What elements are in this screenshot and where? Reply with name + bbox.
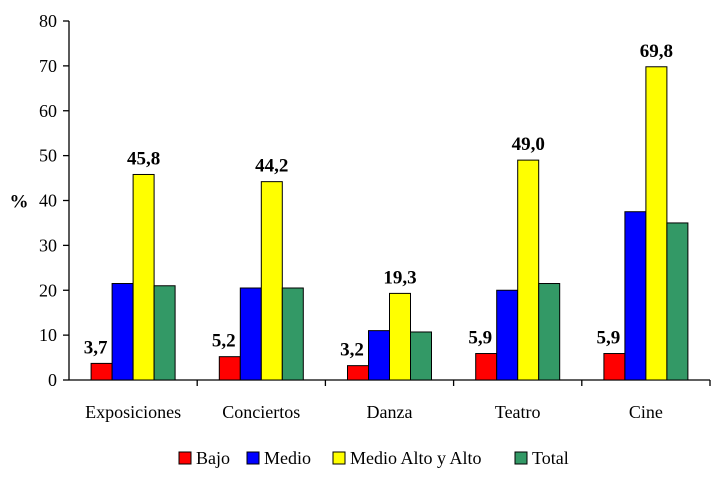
bar-bajo xyxy=(475,353,498,381)
y-tick-label: 70 xyxy=(39,56,57,76)
bar-total xyxy=(538,283,561,381)
x-category-label: Exposiciones xyxy=(85,402,181,422)
legend-label: Medio Alto y Alto xyxy=(350,448,482,468)
bar-total xyxy=(153,285,176,381)
bar-bajo xyxy=(218,356,241,381)
bar-medio xyxy=(496,289,519,381)
legend-label: Bajo xyxy=(196,448,230,468)
y-tick-label: 30 xyxy=(39,235,57,255)
data-label: 69,8 xyxy=(640,41,673,62)
bar-medio-alto-y-alto xyxy=(389,292,411,381)
y-tick-label: 80 xyxy=(39,11,57,31)
data-label: 19,3 xyxy=(383,267,416,288)
legend-swatch-bajo xyxy=(178,451,192,465)
legend-label: Total xyxy=(532,448,569,468)
bar-medio xyxy=(624,211,647,381)
data-label: 5,9 xyxy=(468,328,492,349)
bar-bajo xyxy=(347,365,369,381)
bar-medio xyxy=(239,287,262,381)
data-label: 45,8 xyxy=(127,148,160,169)
data-label: 49,0 xyxy=(512,134,545,155)
x-category-label: Conciertos xyxy=(222,402,300,422)
bar-medio-alto-y-alto xyxy=(132,173,155,381)
bar-medio xyxy=(368,330,390,381)
y-tick-label: 10 xyxy=(39,325,57,345)
bar-medio-alto-y-alto xyxy=(517,159,540,381)
bar-medio-alto-y-alto xyxy=(260,181,283,381)
y-tick-label: 60 xyxy=(39,101,57,121)
data-label: 44,2 xyxy=(255,156,288,177)
x-category-label: Cine xyxy=(629,402,663,422)
bar-bajo xyxy=(603,353,626,381)
bar-bajo xyxy=(90,362,113,381)
bar-medio-alto-y-alto xyxy=(645,66,668,381)
y-axis-title: % xyxy=(10,192,29,213)
y-tick-label: 40 xyxy=(39,191,57,211)
data-label: 3,7 xyxy=(84,337,108,358)
x-category-label: Teatro xyxy=(495,402,541,422)
legend-label: Medio xyxy=(264,448,311,468)
bar-total xyxy=(666,222,689,381)
legend-swatch-medio-alto-y-alto xyxy=(332,451,346,465)
legend-swatch-medio xyxy=(246,451,260,465)
y-tick-label: 50 xyxy=(39,146,57,166)
x-category-label: Danza xyxy=(367,402,413,422)
data-label: 5,9 xyxy=(597,328,621,349)
legend-swatch-total xyxy=(514,451,528,465)
bar-total xyxy=(281,287,304,381)
data-label: 5,2 xyxy=(212,331,236,352)
y-tick-label: 20 xyxy=(39,280,57,300)
bar-total xyxy=(410,331,432,381)
bar-medio xyxy=(111,283,134,381)
y-tick-label: 0 xyxy=(48,370,57,390)
data-label: 3,2 xyxy=(340,340,364,361)
